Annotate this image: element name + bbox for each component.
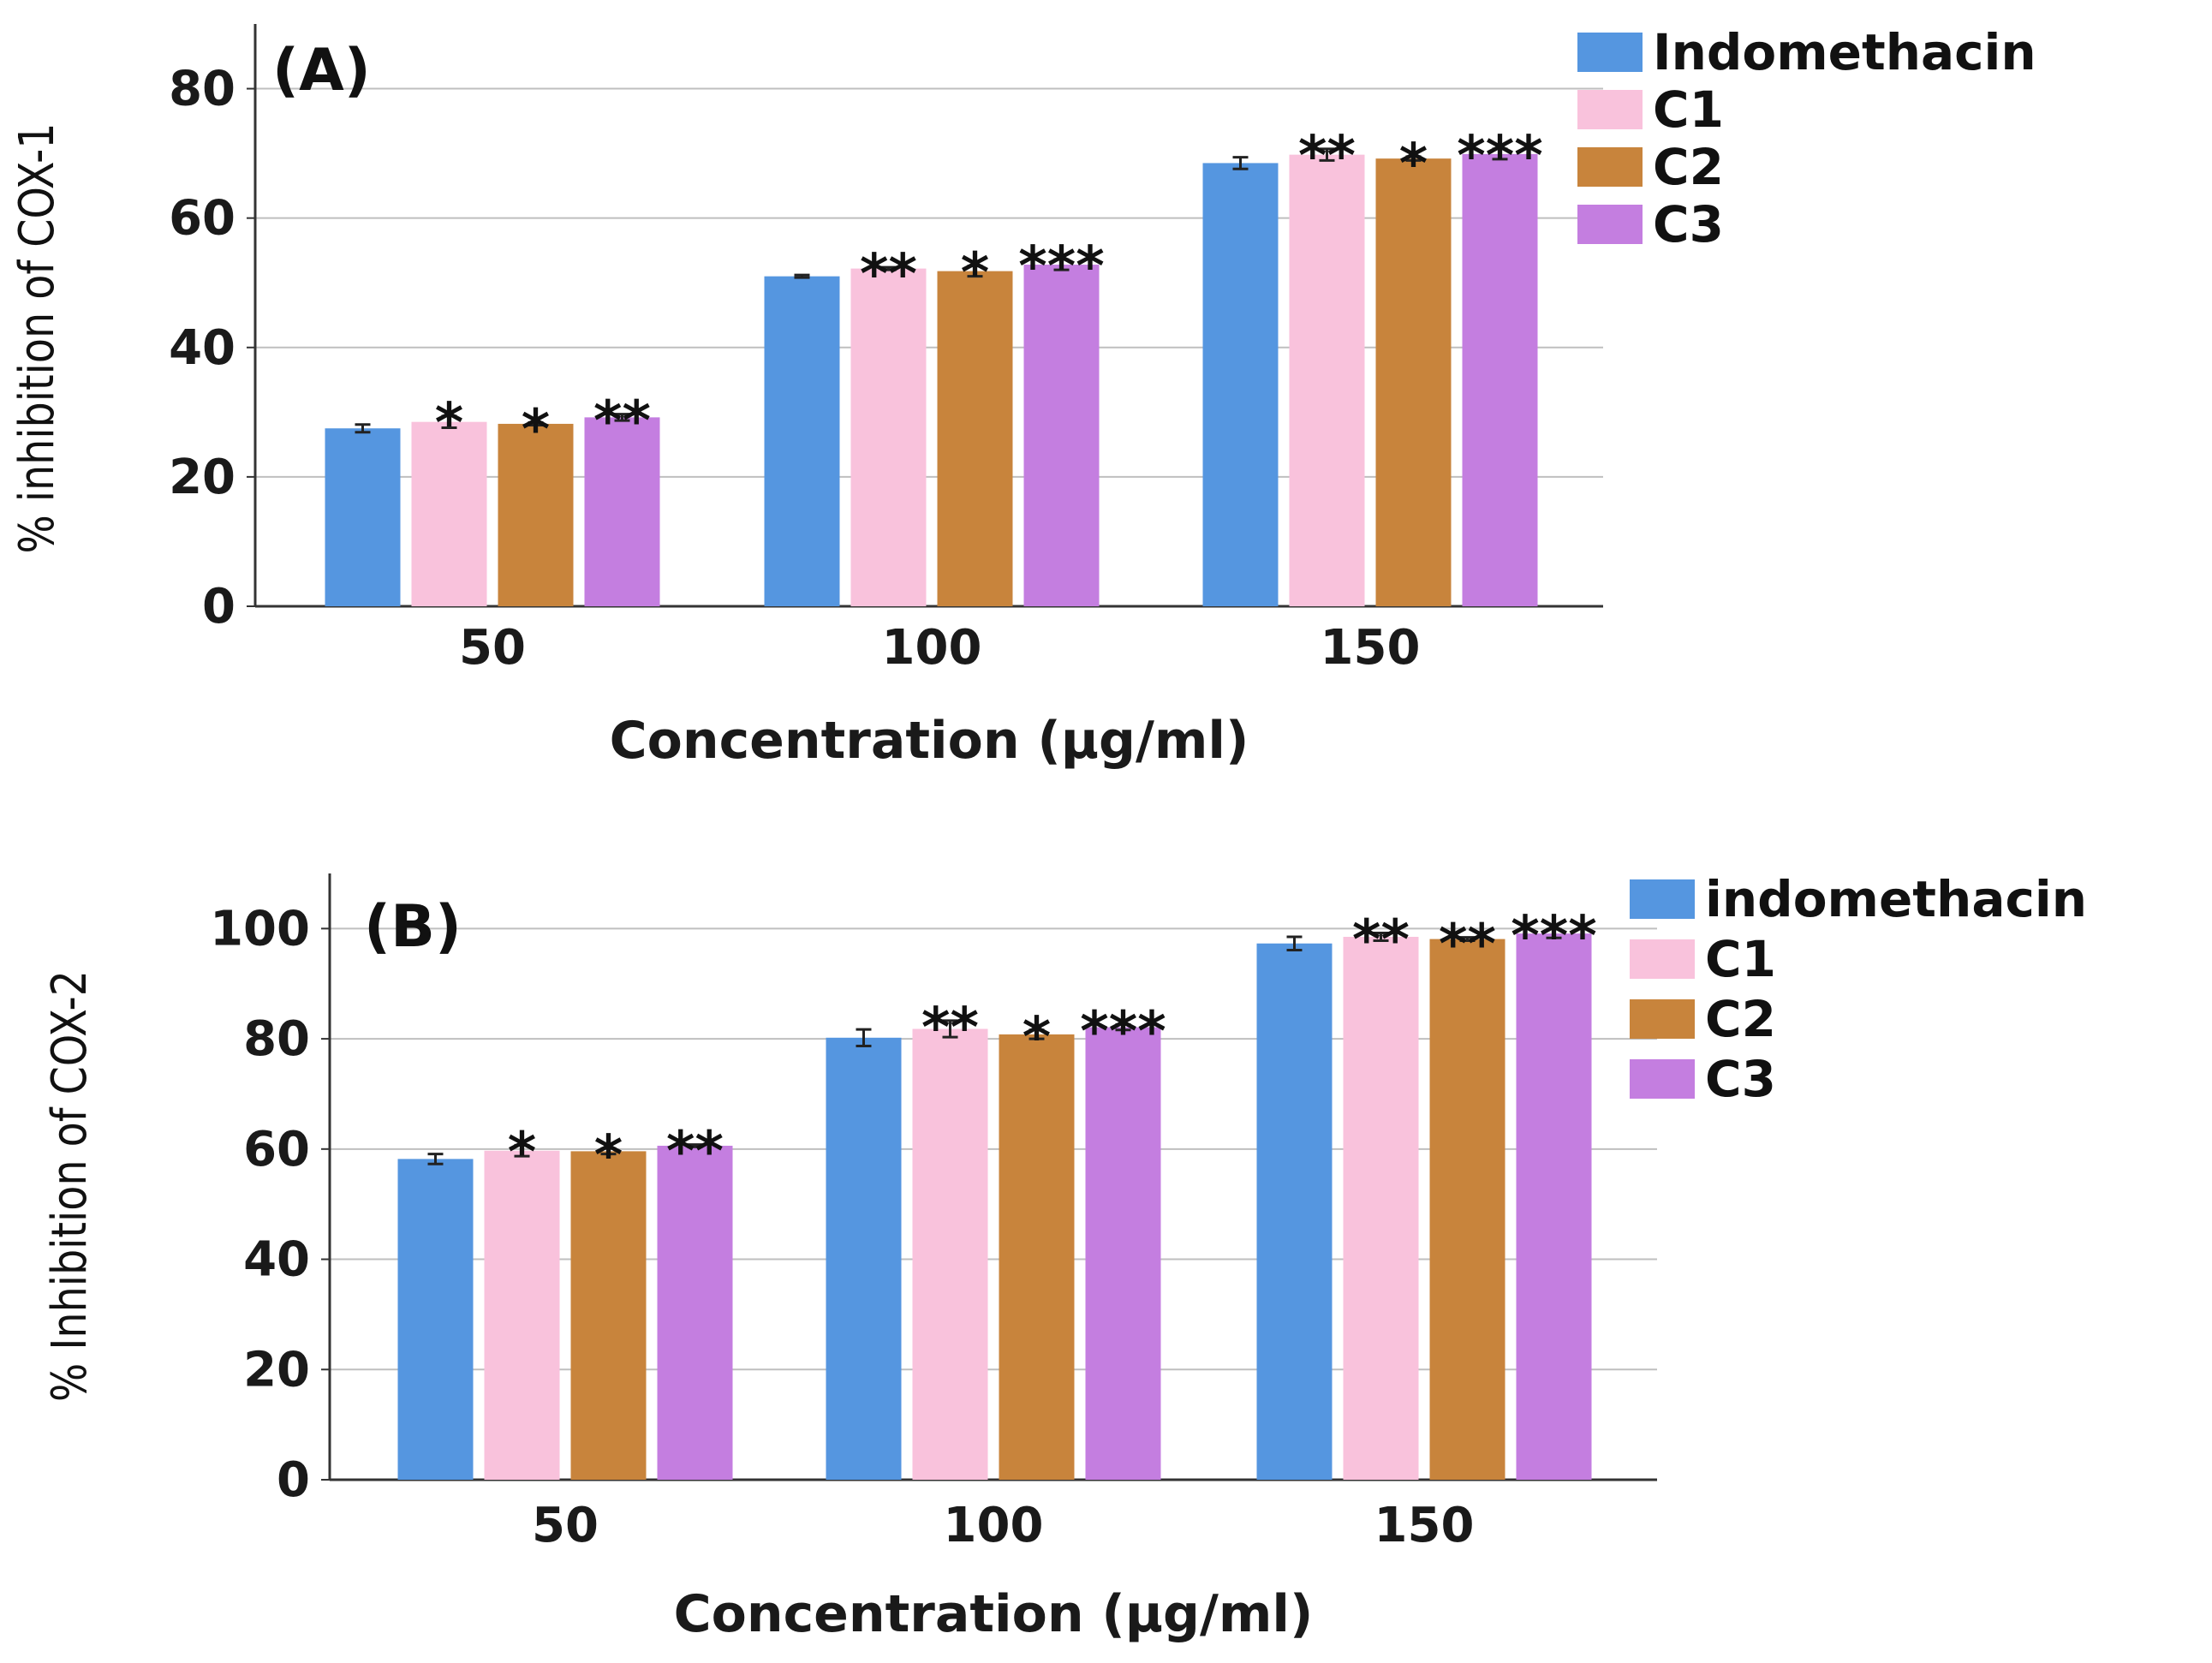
bar-indomethacin-50	[325, 428, 401, 606]
significance-mark: ***	[1018, 235, 1104, 299]
significance-mark: **	[666, 1121, 724, 1184]
bar-indomethacin-100	[826, 1037, 902, 1480]
bar-c3-50	[584, 417, 660, 606]
significance-mark: **	[1352, 909, 1410, 973]
significance-mark: **	[593, 390, 651, 454]
bar-c2-100	[937, 271, 1013, 606]
legend-label: C1	[1705, 930, 1776, 988]
bar-c1-150	[1289, 154, 1365, 607]
significance-mark: ***	[1457, 125, 1542, 188]
y-tick-label: 40	[243, 1232, 310, 1288]
bar-c1-50	[484, 1150, 560, 1480]
significance-mark: *	[522, 398, 550, 462]
legend-label: C3	[1705, 1050, 1776, 1108]
significance-mark: *	[1023, 1006, 1051, 1070]
bar-indomethacin-150	[1202, 163, 1279, 606]
significance-mark: **	[860, 243, 917, 307]
y-tick-label: 60	[243, 1122, 310, 1177]
legend-label: indomethacin	[1705, 870, 2087, 928]
legend-label: C2	[1705, 990, 1776, 1048]
x-tick-label: 150	[1321, 620, 1421, 676]
y-tick-label: 0	[202, 579, 236, 635]
legend-label: C2	[1653, 138, 1724, 196]
x-tick-label: 50	[459, 620, 526, 676]
legend-swatch-c3	[1577, 205, 1643, 244]
bar-c3-100	[1023, 265, 1100, 606]
bar-c2-50	[498, 423, 574, 606]
panel-label: (A)	[272, 37, 371, 104]
y-tick-label: 80	[243, 1011, 310, 1067]
x-tick-label: 100	[944, 1498, 1044, 1553]
y-axis-title: % inhibition of COX-1	[9, 122, 65, 553]
significance-mark: **	[921, 997, 979, 1060]
significance-mark: **	[1298, 125, 1356, 188]
legend-swatch-c3	[1630, 1059, 1695, 1099]
y-tick-label: 100	[210, 901, 310, 957]
bar-c2-100	[999, 1034, 1075, 1480]
bar-indomethacin-150	[1256, 943, 1333, 1480]
bar-c2-150	[1375, 158, 1452, 607]
legend-swatch-c1	[1630, 939, 1695, 979]
legend-label: C1	[1653, 80, 1724, 139]
bar-indomethacin-100	[764, 276, 840, 606]
bar-c3-150	[1462, 153, 1538, 606]
panel-label: (B)	[364, 893, 462, 961]
significance-mark: **	[1439, 914, 1496, 977]
significance-mark: *	[1399, 133, 1428, 196]
x-axis-title: Concentration (μg/ml)	[674, 1584, 1314, 1644]
x-tick-label: 50	[532, 1498, 599, 1553]
bar-c3-150	[1516, 933, 1592, 1480]
bar-c3-100	[1085, 1027, 1161, 1480]
bar-c1-100	[850, 268, 927, 606]
legend-swatch-indomethacin	[1630, 879, 1695, 919]
legend-swatch-c2	[1630, 999, 1695, 1039]
bar-c2-50	[570, 1151, 647, 1480]
y-tick-label: 60	[169, 191, 236, 247]
bar-c1-100	[912, 1028, 988, 1480]
bar-c1-150	[1343, 937, 1419, 1480]
y-axis-title: % Inhibition of COX-2	[42, 970, 98, 1402]
significance-mark: *	[435, 392, 463, 456]
y-tick-label: 20	[243, 1342, 310, 1398]
legend-label: Indomethacin	[1653, 23, 2036, 81]
legend-swatch-c2	[1577, 147, 1643, 187]
bar-indomethacin-50	[397, 1159, 474, 1480]
significance-mark: ***	[1080, 1000, 1166, 1064]
x-axis-title: Concentration (μg/ml)	[610, 711, 1249, 771]
legend-label: C3	[1653, 195, 1724, 253]
legend-swatch-c1	[1577, 90, 1643, 129]
x-tick-label: 150	[1374, 1498, 1475, 1553]
bar-c3-50	[657, 1145, 733, 1480]
bar-c2-150	[1429, 939, 1505, 1480]
legend-swatch-indomethacin	[1577, 33, 1643, 72]
x-tick-label: 100	[882, 620, 982, 676]
y-tick-label: 20	[169, 450, 236, 505]
significance-mark: *	[961, 242, 989, 306]
y-tick-label: 40	[169, 320, 236, 376]
y-tick-label: 80	[169, 62, 236, 117]
significance-mark: *	[594, 1124, 623, 1188]
significance-mark: *	[508, 1121, 536, 1184]
bar-c1-50	[411, 421, 487, 606]
y-tick-label: 0	[277, 1452, 310, 1508]
significance-mark: ***	[1511, 905, 1596, 969]
